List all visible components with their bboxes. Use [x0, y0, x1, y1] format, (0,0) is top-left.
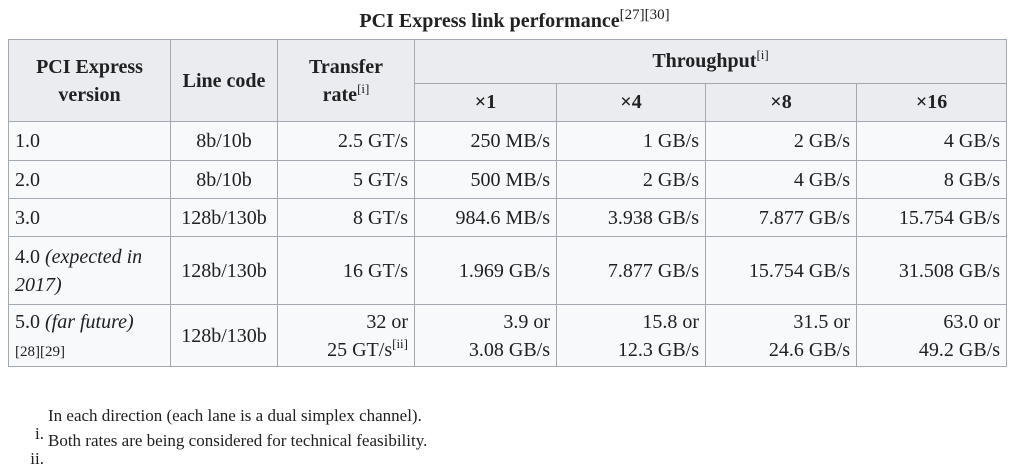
transfer-rate-cell: 16 GT/s	[277, 236, 415, 305]
transfer-rate-cell: 5 GT/s	[277, 160, 415, 199]
version-note: (expected in 2017)	[15, 245, 143, 296]
header-lane-x8: ×8	[705, 82, 857, 123]
transfer-rate-cell: 8 GT/s	[277, 198, 415, 237]
throughput-x16-cell: 63.0 or 49.2 GB/s	[855, 304, 1008, 367]
throughput-x4-cell: 1 GB/s	[556, 121, 706, 161]
throughput-x4-cell: 2 GB/s	[556, 160, 706, 199]
caption-refs-link[interactable]: [27][30]	[619, 7, 670, 23]
throughput-x1-cell: 250 MB/s	[414, 121, 557, 161]
caption-title: PCI Express link performance	[359, 10, 620, 32]
throughput-x4-cell: 15.8 or 12.3 GB/s	[556, 304, 706, 367]
throughput-x16-cell: 4 GB/s	[855, 121, 1008, 161]
footnote-item: i. In each direction (each lane is a dual…	[35, 403, 427, 443]
transfer-rate-cell: 2.5 GT/s	[277, 121, 415, 161]
table-row: 3.0 128b/130b 8 GT/s 984.6 MB/s 3.938 GB…	[8, 198, 1008, 237]
throughput-x4-cell: 3.938 GB/s	[556, 198, 706, 237]
throughput-x1-cell: 984.6 MB/s	[414, 198, 557, 237]
header-transfer-rate: Transfer rate[i]	[277, 39, 415, 122]
table-row: 5.0 (far future) [28][29] 128b/130b 32 or…	[8, 304, 1008, 367]
transfer-rate-ref-link[interactable]: [ii]	[392, 335, 408, 351]
table-row: 1.0 8b/10b 2.5 GT/s 250 MB/s 1 GB/s 2 GB…	[8, 121, 1008, 161]
throughput-x8-cell: 7.877 GB/s	[705, 198, 857, 237]
line-code-cell: 128b/130b	[170, 198, 278, 237]
footnotes: i. In each direction (each lane is a dual…	[30, 403, 428, 468]
version-cell: 1.0	[8, 121, 171, 161]
line-code-cell: 8b/10b	[170, 160, 278, 199]
throughput-x8-cell: 4 GB/s	[705, 160, 857, 199]
footnote-item: ii. Both rates are being considered for t…	[30, 428, 428, 468]
header-lane-x4: ×4	[556, 82, 706, 123]
version-cell: 3.0	[8, 198, 171, 237]
header-line-code: Line code	[170, 39, 278, 122]
throughput-note-link[interactable]: [i]	[756, 47, 769, 63]
table-caption: PCI Express link performance[27][30]	[0, 8, 1029, 34]
throughput-x8-cell: 2 GB/s	[705, 121, 857, 161]
header-row-lanes: ×1 ×4 ×8 ×16	[9, 82, 1008, 123]
pcie-performance-table: PCI Express version Line code Transfer r…	[8, 39, 1008, 367]
footnote-mark: ii.	[30, 449, 44, 468]
throughput-x16-cell: 15.754 GB/s	[855, 198, 1008, 237]
footnote-mark: i.	[35, 424, 44, 443]
line-code-cell: 8b/10b	[170, 121, 278, 161]
table-row: 4.0 (expected in 2017) 128b/130b 16 GT/s…	[8, 236, 1008, 305]
version-cell: 2.0	[8, 160, 171, 199]
throughput-x16-cell: 8 GB/s	[855, 160, 1008, 199]
footnote-text: In each direction (each lane is a dual s…	[48, 406, 422, 425]
line-code-cell: 128b/130b	[170, 304, 278, 367]
header-lane-x1: ×1	[414, 82, 557, 123]
throughput-x1-cell: 1.969 GB/s	[414, 236, 557, 305]
throughput-x4-cell: 7.877 GB/s	[556, 236, 706, 305]
throughput-x8-cell: 15.754 GB/s	[705, 236, 857, 305]
version-cell: 5.0 (far future) [28][29]	[8, 304, 171, 367]
line-code-cell: 128b/130b	[170, 236, 278, 305]
transfer-rate-note-link[interactable]: [i]	[357, 80, 370, 96]
header-version: PCI Express version	[8, 39, 171, 122]
footnote-text: Both rates are being considered for tech…	[48, 431, 428, 450]
header-row-top: PCI Express version Line code Transfer r…	[8, 39, 1008, 122]
version-note: (far future)	[45, 310, 134, 333]
throughput-x16-cell: 31.508 GB/s	[855, 236, 1008, 305]
header-lane-x16: ×16	[855, 82, 1008, 123]
throughput-x1-cell: 500 MB/s	[414, 160, 557, 199]
throughput-x8-cell: 31.5 or 24.6 GB/s	[705, 304, 857, 367]
throughput-x1-cell: 3.9 or 3.08 GB/s	[414, 304, 557, 367]
table-row: 2.0 8b/10b 5 GT/s 500 MB/s 2 GB/s 4 GB/s…	[8, 160, 1008, 199]
version-cell: 4.0 (expected in 2017)	[8, 236, 171, 305]
version-refs-link[interactable]: [28][29]	[15, 343, 65, 360]
transfer-rate-cell: 32 or 25 GT/s[ii]	[277, 304, 415, 367]
header-throughput: Throughput[i]	[413, 39, 1008, 84]
